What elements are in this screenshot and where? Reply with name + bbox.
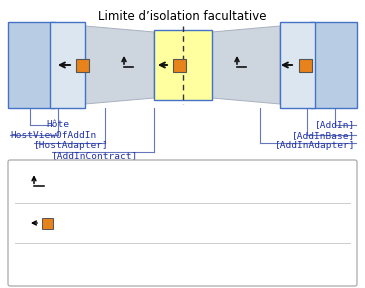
- Polygon shape: [85, 26, 154, 104]
- Polygon shape: [212, 26, 280, 104]
- Bar: [173, 58, 185, 71]
- Bar: [42, 217, 53, 228]
- Text: Limite d’isolation facultative: Limite d’isolation facultative: [98, 10, 267, 23]
- Bar: [50, 22, 85, 108]
- Text: [ ]: [ ]: [27, 257, 49, 270]
- Text: [AddIn]: [AddIn]: [315, 120, 355, 129]
- Bar: [280, 22, 315, 108]
- Text: Le type cible prend le type à la base
de la flèche comme constructeur.: Le type cible prend le type à la base de…: [78, 169, 251, 190]
- Text: [AddInContract]: [AddInContract]: [52, 151, 138, 160]
- Bar: [310, 22, 357, 108]
- Text: Hôte: Hôte: [46, 120, 69, 129]
- Bar: [299, 58, 311, 71]
- Text: Les crochets indiquent les types qui
requèrent des attributs.: Les crochets indiquent les types qui req…: [78, 254, 249, 276]
- Text: [HostAdapter]: [HostAdapter]: [34, 141, 109, 150]
- Bar: [8, 22, 55, 108]
- Bar: [76, 58, 88, 71]
- Text: [AddInBase]: [AddInBase]: [292, 131, 355, 140]
- Bar: [154, 30, 212, 100]
- Text: HostViewOfAddIn: HostViewOfAddIn: [10, 131, 96, 140]
- Text: Le type cible est hérité par le type
à la base de la flèche.: Le type cible est hérité par le type à l…: [78, 213, 242, 235]
- FancyBboxPatch shape: [8, 160, 357, 286]
- Text: [AddInAdapter]: [AddInAdapter]: [274, 141, 355, 150]
